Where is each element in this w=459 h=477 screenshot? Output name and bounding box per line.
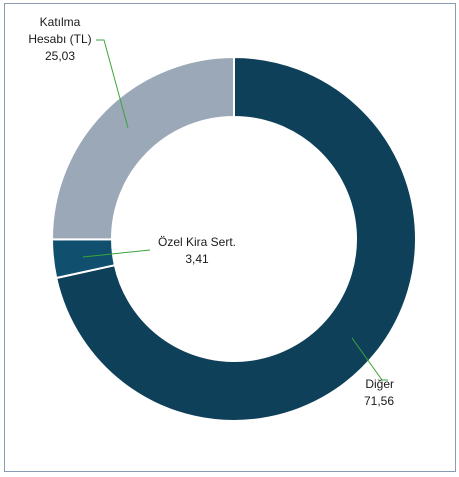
- slice-label: Katılma: [40, 15, 81, 29]
- data-label: 3,41: [185, 252, 209, 266]
- slice-label: Özel Kira Sert.: [158, 235, 236, 249]
- leader-line: [351, 337, 388, 381]
- leader-line: [96, 39, 129, 129]
- slice-di-er: [55, 55, 417, 422]
- data-label: 25,03: [45, 49, 75, 63]
- slice-label: Diğer: [365, 377, 394, 391]
- slice-kat-lma-hesab-tl: [50, 55, 235, 241]
- data-label: 71,56: [364, 394, 394, 408]
- slice-label: Hesabı (TL): [28, 32, 91, 46]
- leader-line: [82, 249, 151, 258]
